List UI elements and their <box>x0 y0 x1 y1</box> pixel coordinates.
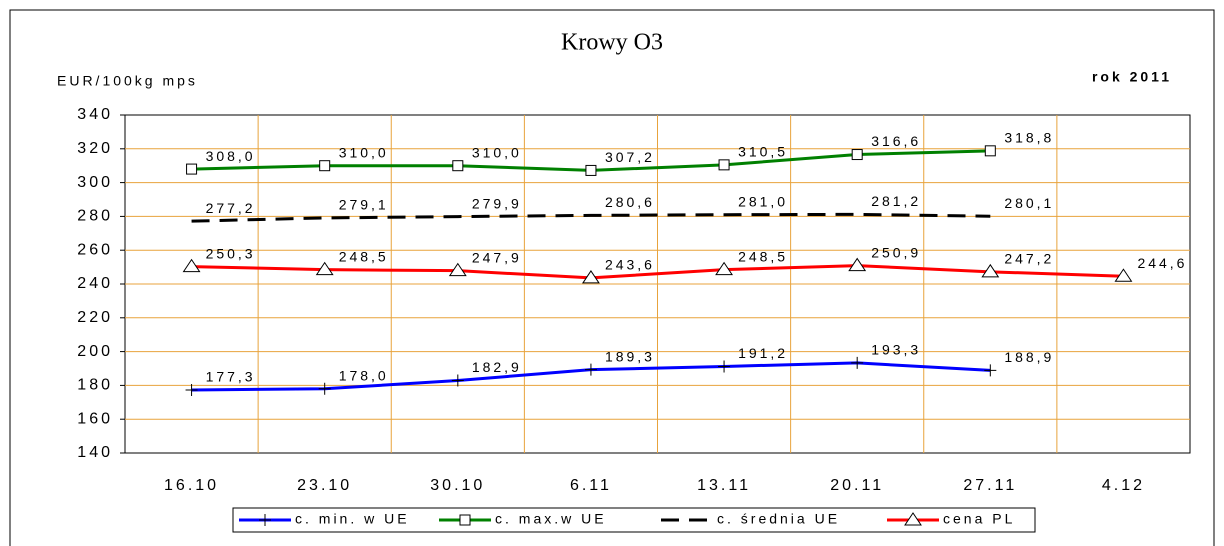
data-label: 191,2 <box>738 345 788 361</box>
data-label: 310,5 <box>738 144 788 160</box>
data-label: 250,9 <box>871 244 921 260</box>
x-tick-label: 13.11 <box>697 477 751 494</box>
data-label: 279,1 <box>339 197 389 213</box>
point <box>182 258 201 273</box>
data-label: 279,9 <box>472 195 522 211</box>
data-label: 307,2 <box>605 149 655 165</box>
data-label: 281,0 <box>738 193 788 209</box>
data-label: 280,6 <box>605 194 655 210</box>
point <box>1114 268 1133 282</box>
point <box>452 160 464 172</box>
data-label: 243,6 <box>605 257 655 273</box>
y-tick-label: 180 <box>77 377 113 394</box>
point <box>185 383 198 396</box>
data-label: 277,2 <box>206 200 256 216</box>
data-label: 248,5 <box>738 248 788 264</box>
point <box>848 257 867 272</box>
x-tick-label: 27.11 <box>963 477 1017 494</box>
chart-frame <box>9 9 1215 546</box>
y-tick-label: 260 <box>77 241 113 258</box>
series-line <box>191 212 991 223</box>
y-tick-label: 240 <box>77 275 113 292</box>
point <box>319 160 331 172</box>
data-label: 250,3 <box>206 245 256 261</box>
data-label: 178,0 <box>339 367 389 383</box>
legend-marker <box>904 512 922 526</box>
data-label: 247,2 <box>1004 251 1054 267</box>
x-tick-label: 16.10 <box>164 477 219 494</box>
y-tick-label: 220 <box>77 309 113 326</box>
data-label: 244,6 <box>1137 255 1187 271</box>
data-label: 182,9 <box>472 359 522 375</box>
legend-label: c. min. w UE <box>295 511 410 527</box>
x-tick-label: 30.10 <box>430 477 485 494</box>
point <box>318 382 331 395</box>
subtitle: rok 2011 <box>1092 69 1172 85</box>
data-label: 310,0 <box>472 144 522 160</box>
x-tick-label: 6.11 <box>570 477 612 494</box>
data-label: 316,6 <box>871 133 921 149</box>
y-axis-label: EUR/100kg mps <box>57 73 198 89</box>
x-tick-label: 20.11 <box>830 477 884 494</box>
data-label: 308,0 <box>206 148 256 164</box>
point <box>718 159 730 171</box>
y-tick-label: 280 <box>77 208 113 225</box>
legend-label: c. średnia UE <box>717 511 840 527</box>
data-label: 247,9 <box>472 249 522 265</box>
y-tick-label: 200 <box>77 343 113 360</box>
y-tick-label: 300 <box>77 174 113 191</box>
x-tick-label: 23.10 <box>297 477 352 494</box>
point <box>315 261 334 276</box>
point <box>984 364 997 377</box>
data-label: 189,3 <box>605 348 655 364</box>
y-tick-label: 140 <box>77 444 113 461</box>
data-label: 193,3 <box>871 342 921 358</box>
y-tick-label: 320 <box>77 140 113 157</box>
data-label: 280,1 <box>1004 195 1054 211</box>
point <box>582 270 600 284</box>
legend-marker <box>259 514 271 526</box>
data-label: 188,9 <box>1004 349 1054 365</box>
point <box>451 374 464 387</box>
series-line <box>191 264 1124 280</box>
legend-label: cena PL <box>943 511 1015 527</box>
point <box>448 262 467 277</box>
data-label: 177,3 <box>206 369 256 385</box>
y-tick-label: 160 <box>77 410 113 427</box>
legend-marker <box>459 514 471 526</box>
data-label: 281,2 <box>871 193 921 209</box>
x-tick-label: 4.12 <box>1102 477 1145 494</box>
point <box>718 360 731 373</box>
point <box>584 363 597 376</box>
point <box>981 263 1000 278</box>
point <box>851 356 864 369</box>
point <box>585 164 597 176</box>
legend-label: c. max.w UE <box>495 511 607 527</box>
y-tick-label: 340 <box>77 106 113 123</box>
point <box>715 261 733 276</box>
data-label: 248,5 <box>339 248 389 264</box>
data-label: 310,0 <box>339 144 389 160</box>
data-label: 318,8 <box>1004 130 1054 146</box>
point <box>186 163 198 175</box>
point <box>851 149 863 161</box>
chart-title: Krowy O3 <box>561 30 663 56</box>
point <box>984 145 996 157</box>
